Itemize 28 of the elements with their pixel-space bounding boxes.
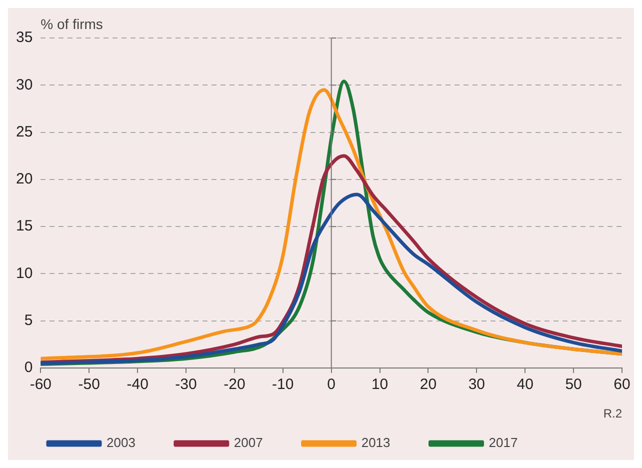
text: R.2 [603,406,622,420]
y-axis-title: % of firms [40,16,103,32]
x-tick-label: -60 [30,376,52,394]
y-tick-label: 35 [16,29,33,46]
x-tick-label: -40 [126,376,148,394]
x-tick-label: 20 [420,376,437,394]
y-tick-label: 20 [16,170,33,188]
x-tick-label: -30 [175,376,197,394]
x-tick-label: 0 [327,376,336,394]
x-tick-label: 50 [565,376,582,394]
y-tick-label: 5 [24,312,33,329]
y-tick-label: 10 [16,264,33,282]
legend-label: 2013 [361,435,390,450]
legend-label: 2017 [488,435,518,450]
x-tick-label: 40 [516,376,534,394]
x-tick-label: -20 [224,376,246,394]
x-tick-label: -50 [78,376,100,394]
y-tick-label: 15 [16,218,33,235]
x-tick-label: 10 [371,376,388,394]
x-tick-label: 60 [614,376,630,394]
legend-label: 2003 [106,435,136,450]
y-tick-label: 25 [16,123,33,140]
x-tick-label: 30 [468,376,486,394]
line-series [40,192,622,366]
legend-label: 2007 [234,435,263,450]
y-tick-label: 0 [24,359,33,376]
y-tick-label: 30 [16,76,33,94]
x-tick-label: -10 [272,376,294,394]
